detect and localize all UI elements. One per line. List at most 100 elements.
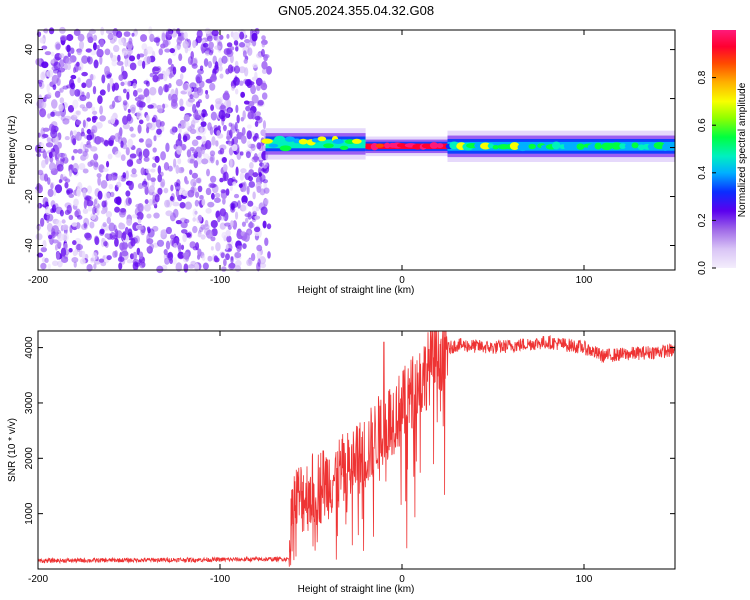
noise-blob xyxy=(138,119,144,125)
noise-blob xyxy=(73,261,77,268)
noise-blob xyxy=(125,197,132,206)
noise-blob xyxy=(235,46,239,52)
noise-blob xyxy=(196,126,203,135)
noise-blob xyxy=(155,38,160,47)
noise-blob xyxy=(58,179,62,184)
colorbar-tick-label: 0.2 xyxy=(697,213,708,227)
noise-blob xyxy=(102,167,109,172)
noise-blob xyxy=(104,65,110,76)
noise-blob xyxy=(56,77,61,86)
noise-blob xyxy=(191,149,198,154)
noise-blob xyxy=(80,131,85,137)
snr-panel: -200 -100 0 100 1000 2000 3000 4000 Height of … xyxy=(7,330,676,595)
noise-blob xyxy=(189,158,195,164)
noise-blob xyxy=(87,205,93,212)
noise-blob xyxy=(86,55,91,63)
noise-blob xyxy=(245,151,251,159)
noise-blob xyxy=(182,40,189,49)
noise-blob xyxy=(229,158,233,168)
noise-blob xyxy=(53,189,57,197)
noise-blob xyxy=(219,208,227,217)
signal-blob xyxy=(563,142,573,150)
noise-blob xyxy=(55,251,60,260)
noise-blob xyxy=(206,35,213,42)
noise-blob xyxy=(127,228,133,238)
noise-blob xyxy=(79,104,86,109)
noise-blob xyxy=(185,180,189,185)
noise-blob xyxy=(124,226,129,235)
noise-blob xyxy=(86,144,92,149)
noise-blob xyxy=(119,251,123,262)
noise-blob xyxy=(209,183,217,188)
noise-blob xyxy=(145,167,151,174)
noise-blob xyxy=(122,172,127,179)
y-tick-label: 4000 xyxy=(24,336,35,359)
noise-blob xyxy=(78,40,84,50)
noise-blob xyxy=(118,37,125,46)
signal-blob xyxy=(279,145,292,152)
noise-blob xyxy=(251,32,258,42)
noise-blob xyxy=(187,97,195,103)
noise-blob xyxy=(114,237,119,247)
spectrogram-y-ticks: -40 -20 0 20 40 xyxy=(24,44,675,253)
noise-blob xyxy=(163,248,168,255)
noise-blob xyxy=(99,39,105,48)
noise-blob xyxy=(211,136,216,146)
noise-blob xyxy=(76,49,82,56)
signal-blob xyxy=(631,142,639,149)
signal-blob xyxy=(268,143,279,148)
noise-blob xyxy=(54,184,63,194)
noise-blob xyxy=(68,247,73,253)
noise-blob xyxy=(215,140,219,147)
noise-blob xyxy=(89,221,95,229)
noise-blob xyxy=(72,162,79,173)
noise-blob xyxy=(35,233,43,241)
noise-blob xyxy=(92,42,97,51)
noise-blob xyxy=(244,67,249,77)
noise-blob xyxy=(177,133,182,142)
signal-blob xyxy=(261,138,273,144)
noise-blob xyxy=(106,216,112,225)
noise-blob xyxy=(189,82,197,89)
noise-blob xyxy=(241,127,246,136)
noise-blob xyxy=(209,156,214,162)
noise-blob xyxy=(194,191,200,198)
noise-blob xyxy=(172,208,179,219)
noise-blob xyxy=(104,192,111,200)
noise-blob xyxy=(201,255,206,261)
signal-blob xyxy=(375,143,384,148)
noise-blob xyxy=(138,53,145,58)
noise-blob xyxy=(50,183,54,190)
noise-blob xyxy=(178,53,183,61)
noise-blob xyxy=(260,255,266,263)
noise-blob xyxy=(195,242,200,251)
noise-blob xyxy=(252,172,259,178)
noise-blob xyxy=(239,31,245,40)
noise-blob xyxy=(93,198,98,205)
noise-blob xyxy=(72,250,78,257)
noise-blob xyxy=(90,146,98,152)
noise-blob xyxy=(39,108,47,118)
noise-blob xyxy=(132,82,137,89)
noise-blob xyxy=(93,153,99,161)
noise-blob xyxy=(173,235,180,246)
noise-blob xyxy=(261,92,268,100)
noise-blob xyxy=(127,80,132,87)
noise-blob xyxy=(248,161,254,169)
noise-blob xyxy=(80,141,84,151)
noise-blob xyxy=(128,180,134,191)
noise-blob xyxy=(182,252,190,260)
noise-blob xyxy=(140,167,146,176)
noise-blob xyxy=(51,204,57,213)
signal-blob xyxy=(396,143,407,148)
noise-blob xyxy=(64,136,70,141)
noise-blob xyxy=(153,212,160,219)
noise-blob xyxy=(146,46,154,54)
noise-blob xyxy=(156,265,164,274)
noise-blob xyxy=(175,164,180,175)
noise-blob xyxy=(197,214,203,222)
noise-blob xyxy=(165,240,171,250)
noise-blob xyxy=(109,52,114,59)
noise-blob xyxy=(260,82,268,91)
